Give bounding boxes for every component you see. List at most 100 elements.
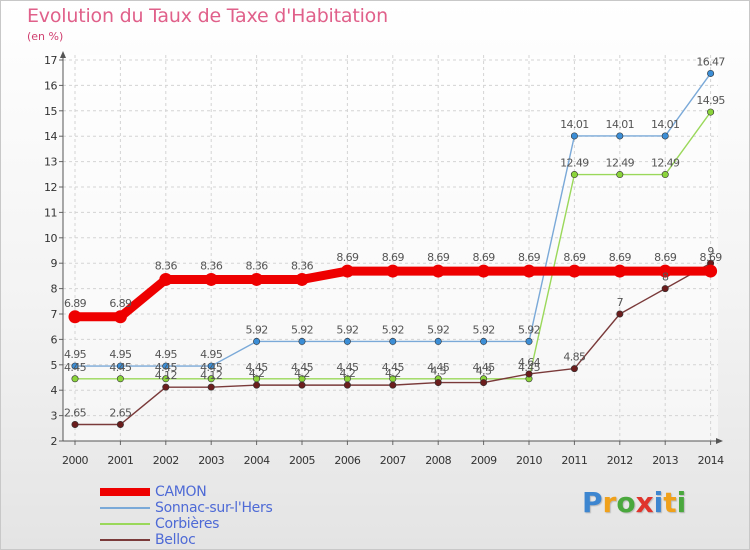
brand-letter: t — [663, 486, 677, 519]
data-label-sonnac-sur-l-hers: 4.95 — [200, 348, 223, 361]
data-label-corbi-res: 4.45 — [246, 361, 269, 374]
x-tick-label: 2000 — [62, 454, 88, 467]
data-label-corbi-res: 4.45 — [200, 361, 223, 374]
data-point-corbi-res — [661, 171, 669, 179]
data-point-sonnac-sur-l-hers — [116, 362, 124, 370]
y-tick-label: 2 — [51, 435, 58, 448]
x-tick-label: 2011 — [561, 454, 587, 467]
data-point-sonnac-sur-l-hers — [162, 362, 170, 370]
data-label-belloc: 4.64 — [518, 356, 541, 369]
data-label-sonnac-sur-l-hers: 5.92 — [518, 323, 540, 336]
data-label-corbi-res: 12.49 — [606, 157, 635, 170]
data-label-belloc: 4.2 — [249, 367, 265, 380]
brand-letter: P — [582, 486, 603, 519]
legend-swatch — [100, 507, 150, 509]
data-point-camon — [613, 264, 627, 278]
data-label-sonnac-sur-l-hers: 5.92 — [336, 323, 358, 336]
data-point-camon — [340, 264, 354, 278]
y-tick-label: 9 — [51, 257, 58, 270]
data-label-camon: 6.89 — [109, 297, 132, 310]
data-point-camon — [431, 264, 445, 278]
data-label-belloc: 4.2 — [385, 367, 401, 380]
data-point-camon — [113, 310, 127, 324]
y-tick-label: 3 — [51, 410, 58, 423]
x-tick-label: 2014 — [698, 454, 724, 467]
data-point-camon — [295, 272, 309, 286]
data-point-corbi-res — [162, 375, 170, 383]
x-tick-label: 2006 — [334, 454, 360, 467]
data-label-belloc: 4.85 — [563, 351, 586, 364]
unit-label: (en %) — [27, 30, 64, 43]
x-tick-label: 2002 — [153, 454, 179, 467]
data-label-sonnac-sur-l-hers: 5.92 — [246, 323, 268, 336]
data-label-sonnac-sur-l-hers: 5.92 — [473, 323, 495, 336]
y-tick-label: 12 — [44, 181, 57, 194]
data-label-belloc: 4.12 — [200, 369, 222, 382]
data-point-corbi-res — [116, 375, 124, 383]
data-label-belloc: 9 — [707, 245, 714, 258]
x-tick-label: 2004 — [244, 454, 270, 467]
y-axis-arrow — [60, 51, 66, 58]
y-tick-label: 11 — [44, 206, 57, 219]
data-label-corbi-res: 14.95 — [696, 94, 725, 107]
brand-letter: x — [635, 486, 654, 519]
data-label-camon: 8.36 — [246, 259, 269, 272]
legend-label: Corbières — [155, 516, 220, 532]
data-label-sonnac-sur-l-hers: 14.01 — [651, 118, 680, 131]
data-label-sonnac-sur-l-hers: 5.92 — [291, 323, 313, 336]
data-label-camon: 8.69 — [700, 251, 723, 264]
data-label-corbi-res: 4.45 — [336, 361, 359, 374]
data-point-camon — [704, 264, 718, 278]
legend-label: CAMON — [155, 484, 207, 500]
x-tick-label: 2012 — [607, 454, 633, 467]
data-point-sonnac-sur-l-hers — [480, 337, 488, 345]
brand-letter: o — [616, 486, 636, 519]
data-point-belloc — [570, 365, 578, 373]
data-label-belloc: 4.2 — [294, 367, 310, 380]
data-label-camon: 6.89 — [64, 297, 87, 310]
data-point-sonnac-sur-l-hers — [707, 69, 715, 77]
y-tick-label: 5 — [51, 359, 58, 372]
x-tick-label: 2001 — [107, 454, 133, 467]
x-tick-label: 2008 — [425, 454, 451, 467]
data-point-camon — [658, 264, 672, 278]
data-label-belloc: 4.3 — [476, 365, 492, 378]
data-label-belloc: 4.3 — [430, 365, 446, 378]
data-label-belloc: 8 — [662, 271, 669, 284]
data-point-camon — [159, 272, 173, 286]
y-tick-label: 8 — [51, 283, 58, 296]
data-label-corbi-res: 4.45 — [382, 361, 405, 374]
data-point-sonnac-sur-l-hers — [434, 337, 442, 345]
data-label-belloc: 4.12 — [155, 369, 177, 382]
data-label-belloc: 4.2 — [340, 367, 356, 380]
data-label-corbi-res: 4.45 — [155, 361, 178, 374]
data-point-camon — [477, 264, 491, 278]
chart-title: Evolution du Taux de Taxe d'Habitation — [27, 5, 388, 27]
data-point-camon — [204, 272, 218, 286]
legend-swatch — [100, 539, 150, 541]
data-point-belloc — [116, 420, 124, 428]
data-point-belloc — [298, 381, 306, 389]
y-tick-label: 14 — [44, 130, 57, 143]
data-point-corbi-res — [71, 375, 79, 383]
y-tick-label: 17 — [44, 54, 57, 67]
data-point-sonnac-sur-l-hers — [343, 337, 351, 345]
data-label-corbi-res: 4.45 — [291, 361, 314, 374]
data-label-corbi-res: 4.45 — [64, 361, 87, 374]
data-label-sonnac-sur-l-hers: 16.47 — [696, 55, 725, 68]
y-tick-label: 15 — [44, 105, 57, 118]
brand-letter: r — [602, 486, 617, 519]
data-label-sonnac-sur-l-hers: 4.95 — [64, 348, 87, 361]
data-label-camon: 8.36 — [291, 259, 314, 272]
data-point-camon — [386, 264, 400, 278]
data-label-sonnac-sur-l-hers: 4.95 — [155, 348, 178, 361]
data-label-camon: 8.69 — [382, 251, 405, 264]
data-label-belloc: 2.65 — [109, 406, 132, 419]
data-label-corbi-res: 4.45 — [109, 361, 132, 374]
data-label-camon: 8.69 — [473, 251, 496, 264]
brand-letter: i — [653, 486, 664, 519]
y-tick-label: 7 — [51, 308, 58, 321]
data-point-camon — [68, 310, 82, 324]
legend-label: Sonnac-sur-l'Hers — [155, 500, 273, 516]
